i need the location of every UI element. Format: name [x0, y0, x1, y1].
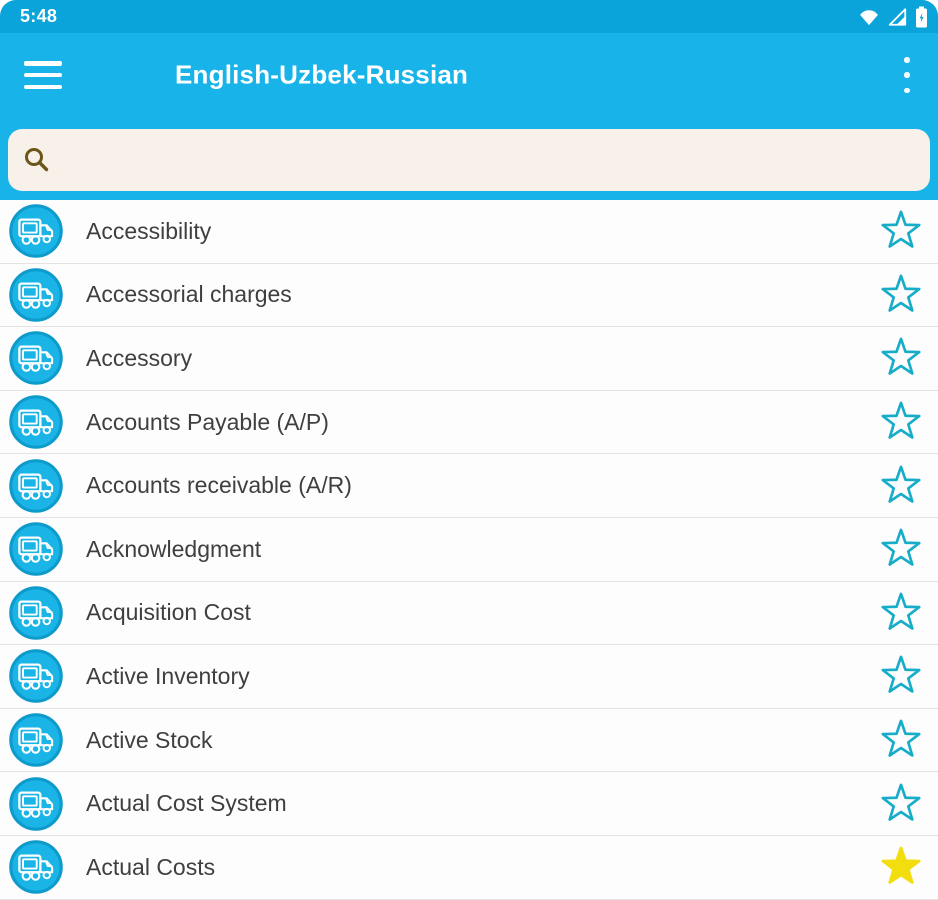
favorite-star-icon[interactable] [878, 526, 924, 572]
truck-icon [8, 267, 64, 323]
search-field[interactable] [8, 129, 930, 191]
truck-icon [8, 330, 64, 386]
truck-icon [8, 394, 64, 450]
truck-icon [8, 585, 64, 641]
term-label: Accounts Payable (A/P) [86, 408, 329, 435]
status-bar: 5:48 [0, 0, 938, 33]
list-item[interactable]: Active Inventory [0, 645, 938, 709]
favorite-star-icon[interactable] [878, 335, 924, 381]
term-label: Actual Costs [86, 853, 216, 880]
list-item[interactable]: Actual Cost System [0, 772, 938, 836]
term-label: Active Stock [86, 726, 213, 753]
cell-signal-icon [887, 7, 908, 27]
favorite-star-icon[interactable] [878, 590, 924, 636]
list-item[interactable]: Acknowledgment [0, 517, 938, 582]
search-band [0, 117, 938, 200]
search-icon [25, 148, 49, 172]
term-label: Accounts receivable (A/R) [86, 472, 352, 499]
app-bar: English-Uzbek-Russian [0, 33, 938, 117]
favorite-star-icon[interactable] [878, 844, 924, 890]
favorite-star-icon[interactable] [878, 272, 924, 318]
hamburger-menu-icon[interactable] [24, 61, 62, 89]
term-label: Accessibility [86, 217, 212, 244]
truck-icon [8, 648, 64, 704]
status-time: 5:48 [20, 6, 58, 26]
favorite-star-icon[interactable] [878, 399, 924, 445]
list-item[interactable]: Accessorial charges [0, 263, 938, 328]
term-label: Accessorial charges [86, 281, 292, 308]
term-label: Active Inventory [86, 662, 250, 689]
favorite-star-icon[interactable] [878, 463, 924, 509]
search-input[interactable] [62, 129, 916, 191]
truck-icon [8, 712, 64, 768]
battery-icon [915, 6, 928, 28]
term-label: Actual Cost System [86, 790, 287, 817]
list-item[interactable]: Accounts Payable (A/P) [0, 390, 938, 455]
wifi-icon [858, 7, 880, 27]
list-item[interactable]: Actual Costs [0, 835, 938, 900]
term-label: Accessory [86, 344, 193, 371]
list-item[interactable]: Accounts receivable (A/R) [0, 454, 938, 518]
favorite-star-icon[interactable] [878, 208, 924, 254]
favorite-star-icon[interactable] [878, 653, 924, 699]
app-title: English-Uzbek-Russian [175, 59, 469, 90]
favorite-star-icon[interactable] [878, 781, 924, 827]
truck-icon [8, 458, 64, 514]
truck-icon [8, 839, 64, 895]
favorite-star-icon[interactable] [878, 717, 924, 763]
list-item[interactable]: Acquisition Cost [0, 581, 938, 646]
term-label: Acknowledgment [86, 535, 262, 562]
truck-icon [8, 776, 64, 832]
term-label: Acquisition Cost [86, 599, 251, 626]
dictionary-list: Accessibility Accessorial ch [0, 200, 938, 900]
truck-icon [8, 203, 64, 259]
overflow-menu-icon[interactable] [898, 57, 916, 93]
list-item[interactable]: Active Stock [0, 708, 938, 773]
truck-icon [8, 521, 64, 577]
list-item[interactable]: Accessory [0, 327, 938, 391]
list-item[interactable]: Accessibility [0, 200, 938, 264]
